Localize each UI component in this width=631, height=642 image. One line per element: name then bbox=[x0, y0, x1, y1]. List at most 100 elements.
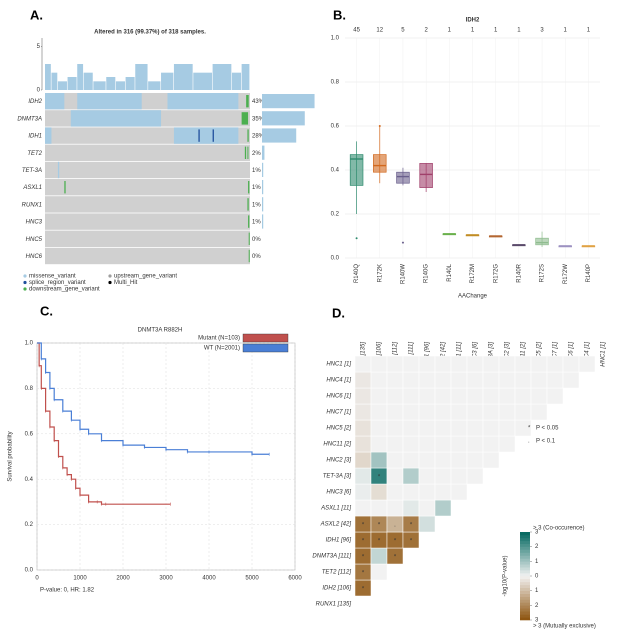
panel-label: D. bbox=[332, 305, 345, 320]
cell bbox=[386, 483, 404, 501]
count-label: 12 bbox=[376, 28, 383, 34]
percent-label: 43% bbox=[252, 99, 265, 105]
cell bbox=[354, 451, 372, 469]
mutation bbox=[247, 198, 249, 211]
colorbar-step bbox=[520, 617, 530, 621]
colorbar-step bbox=[520, 573, 530, 577]
cell bbox=[562, 371, 580, 389]
count-label: 1 bbox=[494, 28, 498, 34]
column-label: HNC4 [1] bbox=[585, 342, 591, 367]
cell bbox=[354, 387, 372, 405]
colorbar-step bbox=[520, 570, 530, 574]
legend-swatch bbox=[108, 274, 112, 278]
y-tick-label: 0.0 bbox=[25, 568, 34, 574]
colorbar-step bbox=[520, 590, 530, 594]
x-tick-label: R140G bbox=[424, 264, 430, 283]
sig-mark: * bbox=[378, 539, 381, 545]
box bbox=[396, 171, 410, 184]
sample-bar bbox=[262, 145, 265, 160]
mutation bbox=[198, 129, 200, 142]
x-tick-label: 4000 bbox=[202, 576, 216, 582]
cell bbox=[402, 355, 420, 373]
x-tick-label: 3000 bbox=[159, 576, 173, 582]
sig-mark: * bbox=[394, 539, 397, 545]
tmb-bar bbox=[67, 77, 77, 90]
legend-swatch bbox=[23, 274, 27, 278]
cell bbox=[370, 419, 388, 437]
cell bbox=[418, 355, 436, 373]
gene-row bbox=[45, 196, 250, 213]
colorbar-step bbox=[520, 584, 530, 589]
outlier bbox=[378, 125, 381, 127]
cell bbox=[402, 451, 420, 469]
percent-label: 1% bbox=[252, 185, 261, 191]
percent-label: 1% bbox=[252, 220, 261, 226]
y-tick-label: 0.4 bbox=[25, 477, 34, 483]
cell bbox=[418, 515, 436, 533]
sig-mark: * bbox=[378, 475, 381, 481]
sig-mark: . bbox=[394, 523, 396, 529]
sig-mark: * bbox=[362, 555, 365, 561]
row-label: HNC3 [6] bbox=[326, 490, 351, 496]
cell bbox=[450, 435, 468, 453]
sig-mark: * bbox=[362, 539, 365, 545]
colorbar-step bbox=[520, 614, 530, 618]
y-tick-label: 1.0 bbox=[331, 36, 340, 42]
mutation bbox=[248, 232, 250, 245]
cell bbox=[450, 467, 468, 485]
sample-bar bbox=[262, 180, 264, 195]
x-tick-label: R140L bbox=[447, 263, 453, 281]
tmb-bar bbox=[212, 64, 232, 90]
colorbar-step bbox=[520, 596, 530, 600]
row-label: TET-3A [3] bbox=[323, 474, 352, 480]
colorbar-step bbox=[520, 543, 530, 547]
cell bbox=[434, 419, 452, 437]
sample-bar bbox=[262, 111, 305, 126]
cell bbox=[530, 371, 548, 389]
colorbar-tick-label: 3 bbox=[535, 618, 539, 624]
sample-bar bbox=[262, 214, 264, 229]
tmb-bar bbox=[57, 81, 67, 90]
count-label: 1 bbox=[471, 28, 475, 34]
mutation bbox=[247, 146, 249, 159]
colorbar-tick-label: 2 bbox=[535, 544, 539, 550]
cell bbox=[466, 435, 484, 453]
colorbar-tick-label: 1 bbox=[535, 588, 539, 594]
tmb-bar bbox=[173, 64, 193, 90]
legend-symbol: * bbox=[528, 426, 531, 432]
legend-swatch bbox=[23, 287, 27, 291]
column-label: HNC1 [1] bbox=[601, 342, 607, 367]
sample-bar bbox=[262, 197, 264, 212]
sig-mark: * bbox=[378, 523, 381, 529]
cell bbox=[434, 483, 452, 501]
x-tick-label: 6000 bbox=[288, 576, 302, 582]
cell bbox=[370, 387, 388, 405]
cell bbox=[434, 467, 452, 485]
legend-label: splice_region_variant bbox=[29, 280, 86, 286]
cell bbox=[482, 387, 500, 405]
percent-label: 0% bbox=[252, 254, 261, 260]
gene-label: IDH1 bbox=[28, 134, 42, 140]
cell bbox=[370, 547, 388, 565]
colorbar-step bbox=[520, 564, 530, 568]
percent-label: 2% bbox=[252, 151, 261, 157]
colorbar-step bbox=[520, 581, 530, 586]
survival-curve bbox=[37, 342, 171, 505]
cell bbox=[482, 371, 500, 389]
cell bbox=[466, 355, 484, 373]
legend-label: P < 0.1 bbox=[536, 439, 556, 445]
colorbar-step bbox=[520, 552, 530, 556]
column-label: HNC7 [1] bbox=[553, 342, 559, 367]
x-tick-label: R140Q bbox=[354, 264, 360, 283]
panel-label: A. bbox=[30, 7, 43, 22]
colorbar-step bbox=[520, 558, 530, 562]
mutation bbox=[241, 112, 249, 125]
legend-label: upstream_gene_variant bbox=[114, 274, 177, 280]
box bbox=[535, 237, 549, 246]
colorbar-step bbox=[520, 549, 530, 553]
sig-mark: * bbox=[362, 523, 365, 529]
cell bbox=[418, 403, 436, 421]
column-label: IDH1 [96] bbox=[425, 342, 431, 368]
x-tick-label: 0 bbox=[35, 576, 39, 582]
cell bbox=[402, 467, 420, 485]
